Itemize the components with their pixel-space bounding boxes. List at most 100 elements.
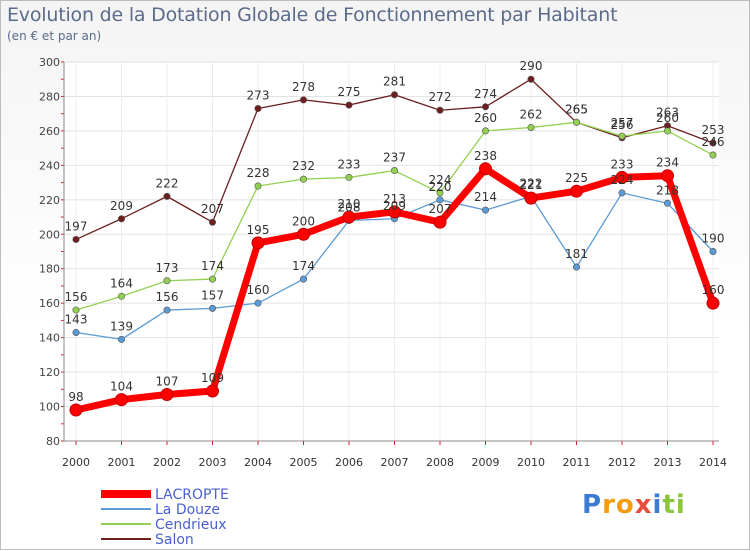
data-label: 253 (702, 123, 725, 137)
data-label: 210 (338, 197, 361, 211)
data-point (345, 173, 353, 181)
legend-label: La Douze (155, 502, 220, 518)
data-point (297, 227, 310, 241)
x-tick-label: 2012 (608, 456, 636, 469)
data-label: 260 (656, 111, 679, 125)
data-point (709, 248, 717, 256)
data-label: 98 (68, 390, 83, 404)
data-label: 272 (429, 90, 452, 104)
data-label: 281 (383, 75, 406, 89)
data-label: 220 (429, 180, 452, 194)
data-point (481, 127, 489, 135)
data-point (481, 206, 489, 214)
data-label: 275 (338, 85, 361, 99)
data-point (72, 328, 80, 336)
logo-letter: o (615, 490, 635, 520)
data-label: 260 (474, 111, 497, 125)
data-point (209, 218, 217, 226)
data-point (527, 123, 535, 131)
data-point (436, 196, 444, 204)
x-tick-label: 2013 (654, 456, 682, 469)
data-label: 160 (702, 283, 725, 297)
data-label: 207 (429, 202, 452, 216)
data-point (572, 263, 580, 271)
proxiti-logo: Proxiti (582, 490, 686, 520)
data-label: 156 (65, 290, 88, 304)
y-tick-label: 300 (39, 56, 60, 69)
y-tick-label: 160 (39, 297, 60, 310)
data-label: 233 (611, 157, 634, 171)
data-label: 228 (247, 166, 270, 180)
data-label: 278 (292, 80, 315, 94)
data-label: 143 (65, 312, 88, 326)
data-label: 232 (292, 159, 315, 173)
data-label: 233 (338, 157, 361, 171)
data-point (390, 167, 398, 175)
data-point (618, 132, 626, 140)
data-label: 225 (565, 171, 588, 185)
x-tick-label: 2005 (290, 456, 318, 469)
data-point (706, 296, 720, 310)
data-point (709, 151, 717, 159)
logo-letter: P (582, 490, 603, 520)
legend-label: Cendrieux (155, 517, 227, 533)
data-point (524, 191, 538, 205)
data-point (388, 205, 401, 219)
data-point (209, 275, 217, 283)
y-tick-label: 220 (39, 194, 60, 207)
data-label: 209 (383, 199, 406, 213)
data-point (527, 75, 535, 83)
y-tick-label: 180 (39, 263, 60, 276)
data-label: 157 (201, 288, 224, 302)
chart-subtitle: (en € et par an) (7, 29, 102, 43)
data-point (206, 384, 219, 398)
data-point (72, 306, 80, 314)
data-label: 257 (611, 116, 634, 130)
data-point (299, 175, 307, 183)
data-label: 139 (110, 319, 133, 333)
x-tick-label: 2007 (381, 456, 409, 469)
x-tick-label: 2014 (699, 456, 727, 469)
data-label: 218 (656, 183, 679, 197)
legend-label: LACROPTE (155, 487, 229, 503)
data-label: 109 (201, 371, 224, 385)
logo-letter: t (662, 490, 676, 520)
data-point (663, 127, 671, 135)
data-label: 234 (656, 156, 679, 170)
data-point (69, 403, 83, 417)
data-point (661, 169, 674, 183)
logo-letter: i (652, 490, 663, 520)
data-point (118, 215, 126, 223)
data-point (663, 199, 671, 207)
logo-letter: i (675, 490, 686, 520)
data-label: 160 (247, 283, 270, 297)
x-tick-label: 2003 (199, 456, 227, 469)
data-point (163, 306, 171, 314)
data-point (433, 215, 447, 229)
data-point (209, 304, 217, 312)
data-label: 224 (611, 173, 634, 187)
x-tick-label: 2006 (335, 456, 363, 469)
data-label: 265 (565, 102, 588, 116)
x-tick-label: 2009 (472, 456, 500, 469)
data-point (299, 275, 307, 283)
legend-label: Salon (155, 532, 194, 548)
data-point (115, 393, 128, 407)
data-label: 174 (292, 259, 315, 273)
x-tick-label: 2000 (62, 456, 90, 469)
y-tick-label: 240 (39, 159, 60, 172)
data-label: 262 (520, 107, 543, 121)
data-point (390, 91, 398, 99)
data-point (436, 106, 444, 114)
data-point (254, 105, 262, 113)
y-tick-label: 260 (39, 125, 60, 138)
data-label: 209 (110, 199, 133, 213)
data-label: 256 (611, 118, 634, 132)
chart-title: Evolution de la Dotation Globale de Fonc… (7, 4, 618, 26)
data-point (479, 162, 492, 176)
data-point (615, 170, 629, 184)
y-tick-label: 140 (39, 332, 60, 345)
data-point (163, 277, 171, 285)
data-label: 274 (474, 87, 497, 101)
